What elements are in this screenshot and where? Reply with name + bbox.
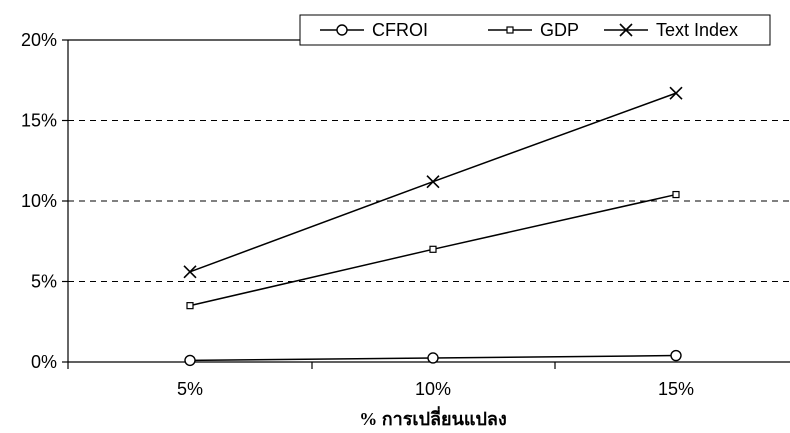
grid-lines <box>68 39 790 282</box>
y-tick-label: 10% <box>21 191 57 211</box>
series-text-index <box>183 86 683 279</box>
y-axis-ticks: 0% 5% 10% 15% 20% <box>21 30 68 372</box>
series-cfroi <box>184 349 682 367</box>
data-point-x <box>183 265 197 279</box>
x-tick-label: 10% <box>415 379 451 399</box>
data-point-square <box>506 26 514 34</box>
legend-box <box>299 14 771 46</box>
y-tick-label: 0% <box>31 352 57 372</box>
legend-item: GDP <box>488 20 579 40</box>
x-tick-label: 5% <box>177 379 203 399</box>
data-point-circle <box>336 24 348 36</box>
data-point-square <box>429 245 437 253</box>
legend-item: CFROI <box>320 20 428 40</box>
data-point-x <box>669 86 683 100</box>
x-axis-title: % การเปลี่ยนแปลง <box>359 406 506 429</box>
data-point-square <box>186 302 194 310</box>
legend: CFROI GDP Text Index <box>299 14 771 46</box>
x-tick-label: 15% <box>658 379 694 399</box>
x-axis-ticks: 5% 10% 15% <box>67 362 694 399</box>
legend-label: GDP <box>540 20 579 40</box>
legend-label: Text Index <box>656 20 738 40</box>
data-point-square <box>672 190 680 199</box>
data-point-x <box>426 175 440 189</box>
legend-label: CFROI <box>372 20 428 40</box>
data-point-circle <box>427 352 439 364</box>
series-gdp <box>186 190 680 310</box>
y-tick-label: 15% <box>21 111 57 131</box>
data-point-x <box>619 23 633 37</box>
series-layer <box>183 86 683 367</box>
y-tick-label: 20% <box>21 30 57 50</box>
data-point-circle <box>184 354 196 367</box>
legend-item: Text Index <box>604 20 738 40</box>
data-point-circle <box>670 349 682 362</box>
y-tick-label: 5% <box>31 272 57 292</box>
